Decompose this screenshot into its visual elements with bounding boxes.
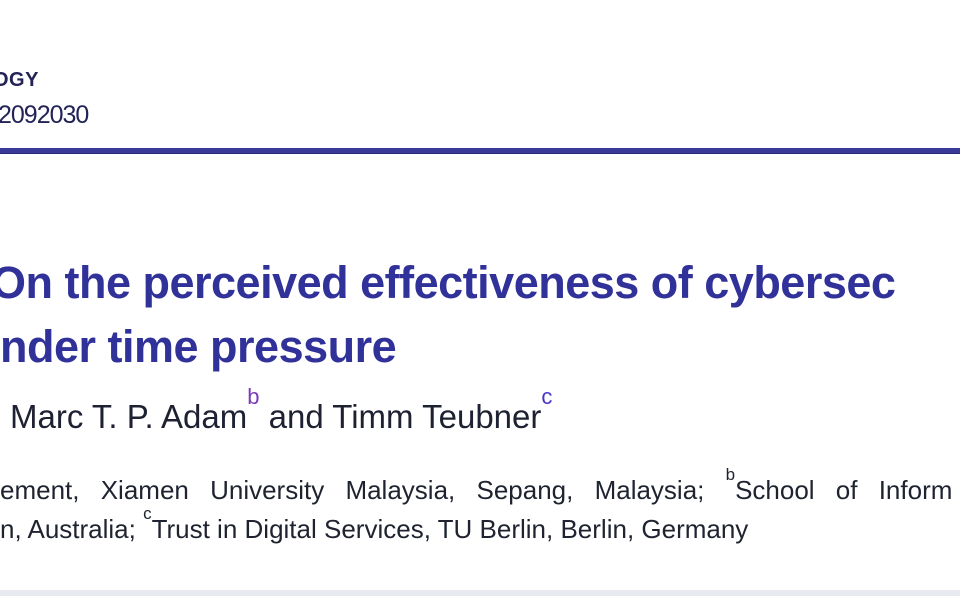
abstract-box-top-edge bbox=[0, 590, 960, 596]
affiliation-line1-text-cont: School of Inform bbox=[735, 475, 953, 505]
affiliation-line1: ement, Xiamen University Malaysia, Sepan… bbox=[0, 466, 953, 505]
author-affiliation-link-b[interactable]: b bbox=[247, 384, 260, 409]
author-connector: and bbox=[259, 398, 333, 435]
article-title-line2: nder time pressure bbox=[0, 321, 397, 372]
affiliation-line2: n, Australia; cTrust in Digital Services… bbox=[0, 505, 749, 544]
affiliation-line2-text-cont: Trust in Digital Services, TU Berlin, Be… bbox=[151, 514, 749, 544]
doi-fragment: 2092030 bbox=[0, 101, 89, 129]
affiliation-marker-b: b bbox=[725, 465, 736, 485]
author-affiliation-link-c[interactable]: c bbox=[541, 384, 553, 409]
header-divider-rule bbox=[0, 148, 960, 154]
affiliation-marker-c: c bbox=[143, 504, 152, 524]
author-name-teubner: Timm Teubner bbox=[332, 398, 542, 435]
affiliation-line2-text: n, Australia; bbox=[0, 514, 144, 544]
author-line: Marc T. P. Adamb and Timm Teubnerc bbox=[10, 386, 552, 435]
journal-name-fragment: OGY bbox=[0, 69, 39, 91]
affiliation-line1-text: ement, Xiamen University Malaysia, Sepan… bbox=[0, 475, 726, 505]
author-name-adam: Marc T. P. Adam bbox=[10, 398, 248, 435]
article-title-line1: On the perceived effectiveness of cybers… bbox=[0, 257, 896, 308]
